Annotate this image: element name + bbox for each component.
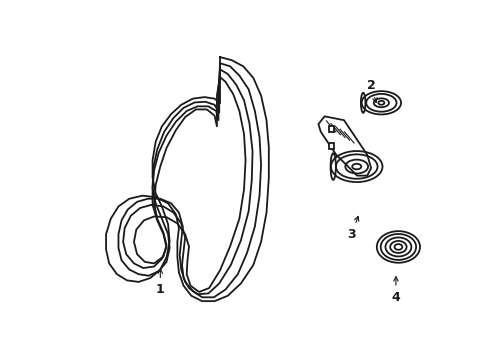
Polygon shape — [328, 143, 333, 149]
Text: 1: 1 — [156, 269, 164, 296]
Polygon shape — [328, 126, 333, 132]
Text: 3: 3 — [347, 216, 358, 240]
Text: 4: 4 — [391, 277, 400, 304]
Text: 2: 2 — [366, 79, 376, 103]
Polygon shape — [318, 116, 370, 176]
